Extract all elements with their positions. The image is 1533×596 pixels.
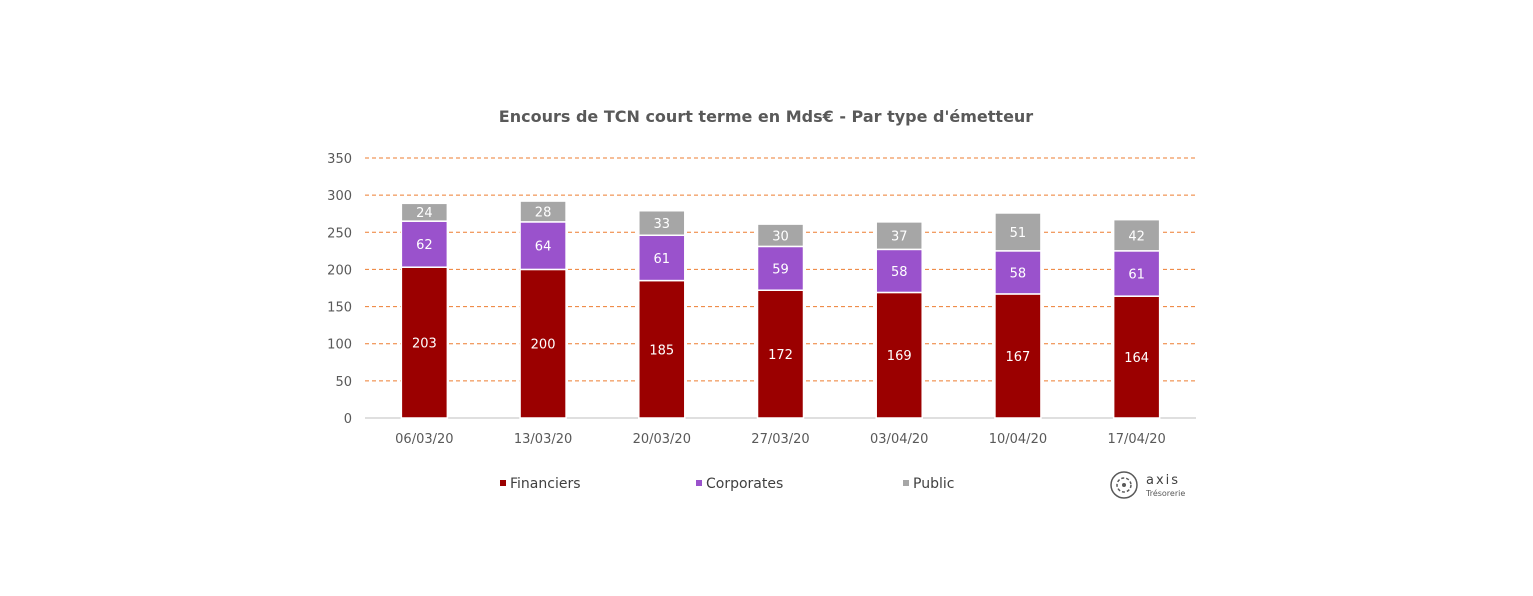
x-axis: 06/03/20 13/03/20 20/03/20 27/03/20 03/04/20… [395,432,1166,447]
data-label-corporates: 58 [891,265,908,280]
legend-swatch-financiers [500,480,506,486]
legend-label-corporates: Corporates [706,476,783,492]
x-tick-label: 06/03/20 [395,432,453,447]
x-tick-label: 20/03/20 [633,432,691,447]
data-label-financiers: 164 [1124,351,1149,366]
bar-corporates-4 [756,245,805,291]
x-tick-label: 03/04/20 [870,432,928,447]
legend-swatch-public [903,480,909,486]
x-tick-label: 10/04/20 [989,432,1047,447]
y-tick-label: 100 [327,338,352,353]
logo-name: axis [1146,473,1180,488]
data-label-financiers: 169 [887,349,912,364]
y-axis: 0 50 100 150 200 250 300 350 [327,152,352,427]
x-tick-label: 17/04/20 [1107,432,1165,447]
bar-public-4 [756,223,805,248]
y-tick-label: 300 [327,189,352,204]
data-label-public: 33 [654,217,671,232]
bar-public-2 [519,200,567,223]
legend-label-public: Public [913,476,954,492]
bar-public-6 [994,212,1042,252]
legend-label-financiers: Financiers [510,476,581,492]
data-label-corporates: 58 [1010,266,1027,281]
data-label-public: 37 [891,230,908,245]
bar-public-5 [875,221,923,251]
bar-corporates-5 [875,248,923,294]
bar-financiers-5 [875,291,923,419]
logo-subtitle: Trésorerie [1145,488,1185,498]
bar-financiers-4 [756,289,805,419]
logo-icon-dot [1122,483,1126,487]
chart-title: Encours de TCN court terme en Mds€ - Par… [499,107,1034,126]
data-label-financiers: 167 [1006,350,1031,365]
legend-swatch-corporates [696,480,702,486]
data-label-public: 24 [416,206,433,221]
y-tick-label: 50 [335,375,352,390]
data-label-financiers: 172 [768,348,793,363]
data-label-public: 51 [1010,226,1027,241]
y-tick-label: 200 [327,263,352,278]
data-label-corporates: 59 [772,262,789,277]
legend: Financiers Corporates Public [500,476,954,492]
data-label-corporates: 61 [1128,268,1145,283]
x-tick-label: 27/03/20 [751,432,809,447]
logo-icon-inner [1116,477,1132,493]
bar-public-7 [1112,218,1161,252]
bar-corporates-1 [400,220,449,268]
data-label-financiers: 203 [412,337,437,352]
bar-corporates-7 [1112,250,1161,297]
bar-public-3 [638,209,686,237]
data-label-corporates: 61 [654,252,671,267]
axis-logo: axis Trésorerie [1110,471,1185,499]
data-label-public: 30 [772,229,789,244]
y-tick-label: 350 [327,152,352,167]
data-label-financiers: 185 [649,343,674,358]
data-label-public: 28 [535,205,552,220]
data-label-corporates: 64 [535,240,552,255]
bar-financiers-7 [1112,295,1161,419]
bar-public-1 [400,202,449,222]
logo-icon [1110,471,1138,499]
bar-financiers-2 [519,268,567,419]
y-tick-label: 0 [344,412,352,427]
y-tick-label: 150 [327,301,352,316]
data-label-corporates: 62 [416,238,433,253]
data-label-financiers: 200 [531,338,556,353]
bars: 203 62 24 200 64 28 185 61 33 172 59 30 169 58 37 167 58… [400,200,1161,419]
x-tick-label: 13/03/20 [514,432,572,447]
bar-financiers-1 [400,266,449,419]
data-label-public: 42 [1128,229,1145,244]
y-tick-label: 250 [327,226,352,241]
